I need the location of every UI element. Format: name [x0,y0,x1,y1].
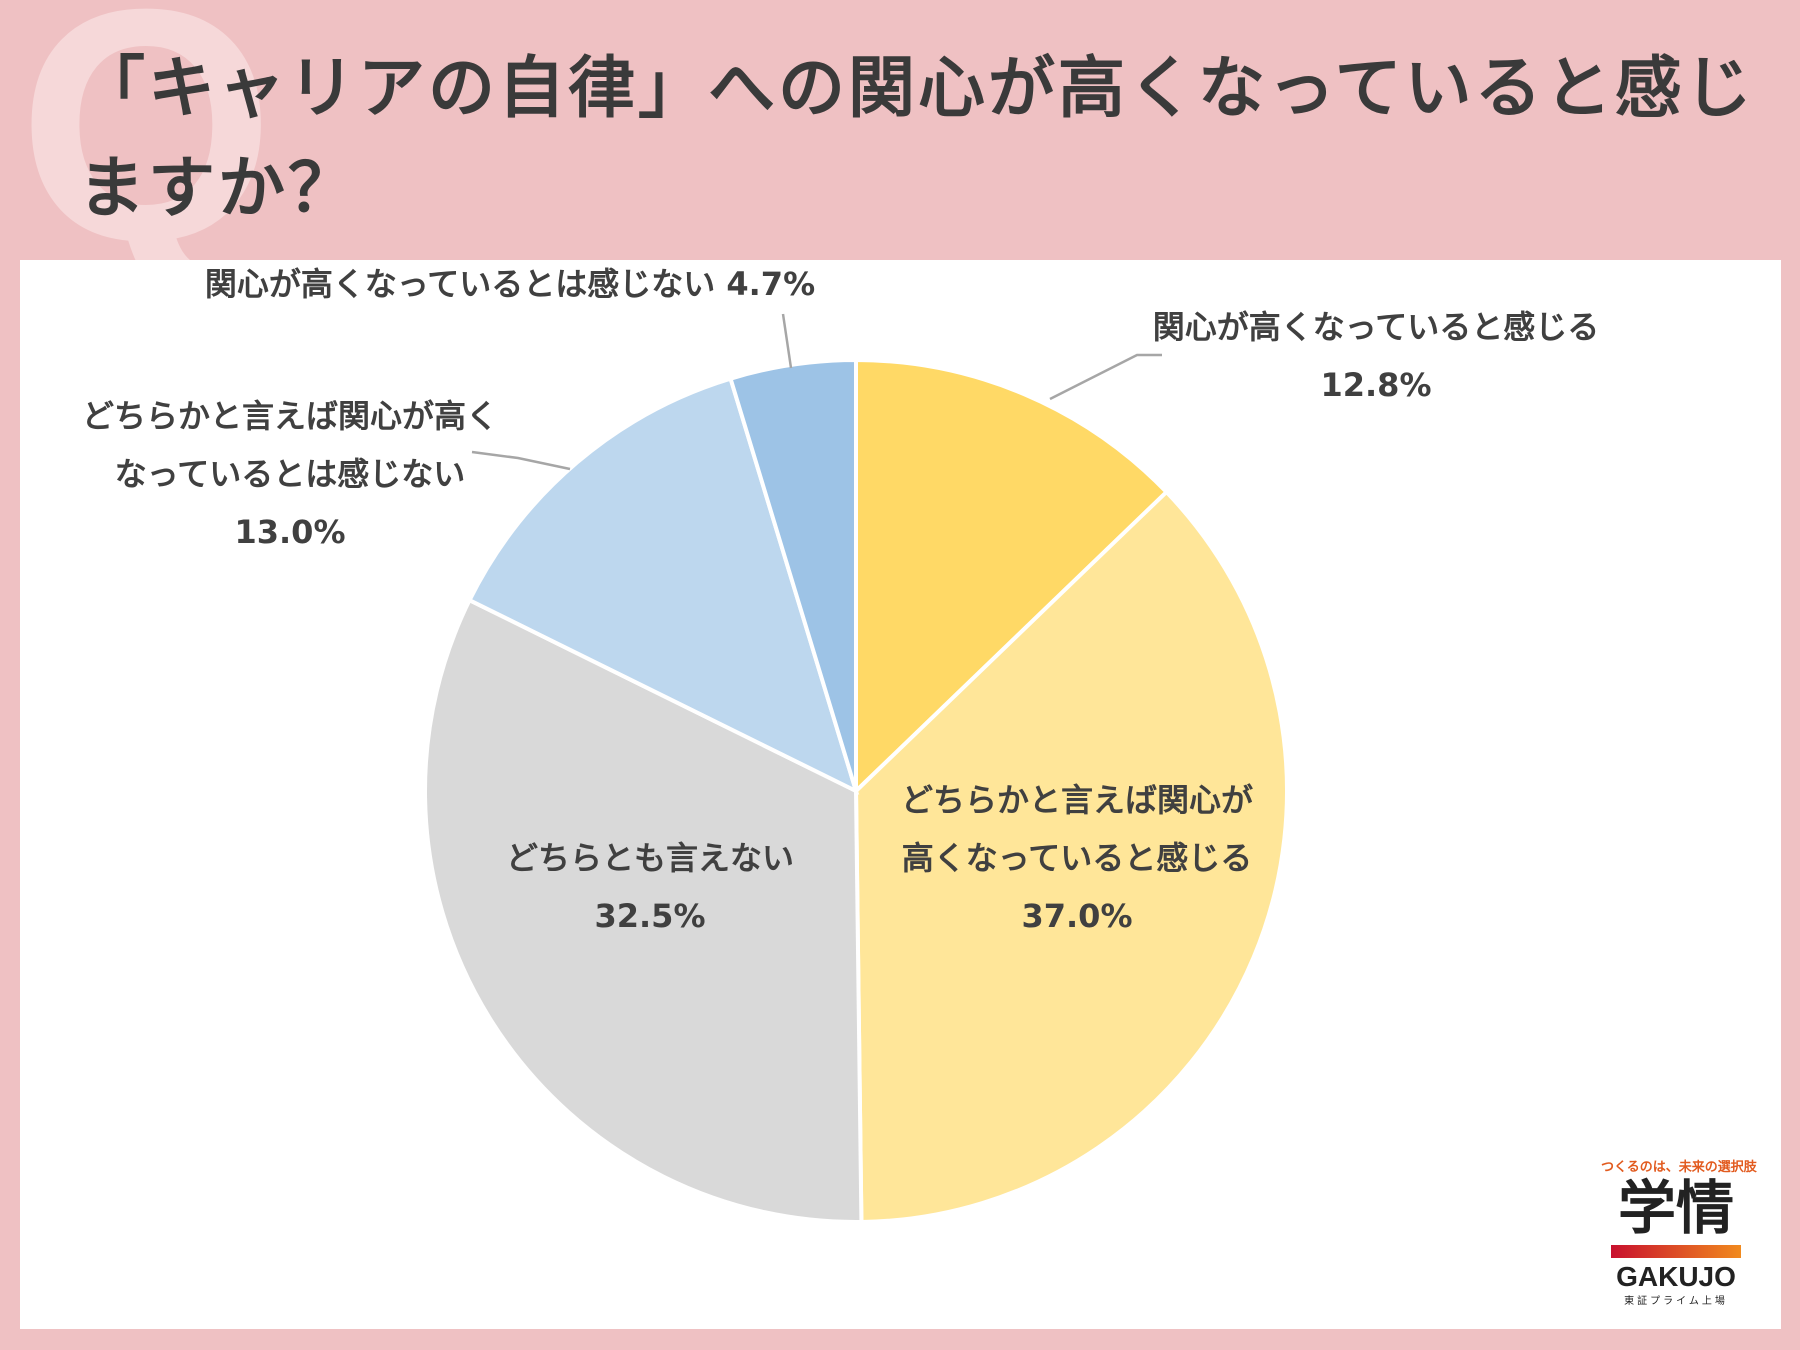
pie-slice-3 [423,597,864,1224]
slice-label-2-line-2: 高くなっていると感じる [902,839,1252,877]
slice-label-5-line-1: 関心が高くなっているとは感じない 4.7% [205,265,815,303]
slice-label-3-line-1: どちらとも言えない [506,839,794,877]
logo-tagline: つくるのは、未来の選択肢 [1601,1160,1757,1175]
slice-label-4-line-3: 13.0% [234,513,345,551]
logo-mark: 学情 [1617,1174,1734,1242]
leader-line-1 [1049,353,1162,401]
logo-bar [1611,1245,1741,1258]
page-title: 「キャリアの自律」への関心が高くなっていると感じますか？ [78,49,1755,227]
slice-label-2-line-1: どちらかと言えば関心が [901,781,1253,819]
pie-slice-4 [466,376,860,795]
slice-label-1-line-2: 12.8% [1320,366,1431,404]
leader-line-5 [781,313,793,369]
slice-label-3-line-2: 32.5% [594,897,705,935]
gakujo-logo: つくるのは、未来の選択肢 学情 GAKUJO 東証プライム上場 [1601,1156,1757,1307]
chart-panel: 関心が高くなっていると感じる 12.8% どちらかと言えば関心が 高くなっていると感じ… [20,260,1781,1329]
leader-line-4 [471,450,571,471]
pie-slice-1 [854,357,1170,796]
pie-chart: 関心が高くなっていると感じる 12.8% どちらかと言えば関心が高くなっていると感じ… [82,265,1599,1224]
slice-label-2-line-3: 37.0% [1021,897,1132,935]
logo-subtext: 東証プライム上場 [1624,1296,1728,1307]
pie-slice-2 [853,489,1289,1224]
slice-label-1-line-1: 関心が高くなっていると感じる [1153,308,1599,346]
logo-brand: GAKUJO [1616,1261,1736,1292]
background-q-mark: Q [18,0,275,309]
slice-label-4-line-1: どちらかと言えば関心が高く [82,397,498,435]
pie-slice-5 [728,357,858,792]
slice-label-4-line-2: なっているとは感じない [115,455,465,493]
